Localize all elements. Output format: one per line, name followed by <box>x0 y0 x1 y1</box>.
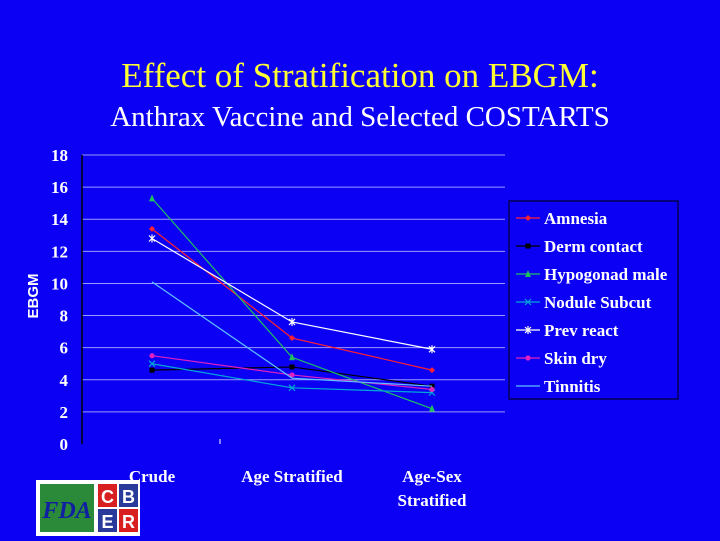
svg-text:R: R <box>122 512 135 532</box>
data-point <box>525 270 531 277</box>
data-point <box>524 326 532 334</box>
y-tick-label: 10 <box>51 274 68 293</box>
legend-label: Prev react <box>544 321 619 340</box>
svg-text:FDA: FDA <box>41 498 91 524</box>
x-tick-label: Age-Sex <box>402 467 462 486</box>
series-lines <box>148 194 436 412</box>
data-point <box>428 345 436 354</box>
series-amnesia <box>149 225 435 374</box>
data-point <box>429 367 435 374</box>
legend-item: Hypogonad male <box>516 265 668 284</box>
y-tick-label: 6 <box>60 339 69 358</box>
slide-subtitle: Anthrax Vaccine and Selected COSTARTS <box>110 101 610 133</box>
legend-item: Amnesia <box>516 209 608 228</box>
data-point <box>429 404 435 412</box>
series-tinnitis <box>151 281 433 387</box>
data-point <box>148 360 156 368</box>
data-point <box>288 384 296 392</box>
data-point <box>149 367 155 373</box>
legend-label: Derm contact <box>544 237 643 256</box>
legend-item: Tinnitis <box>516 377 601 396</box>
y-tick-label: 0 <box>60 435 69 454</box>
data-point <box>289 335 295 342</box>
data-point <box>525 215 531 221</box>
data-point <box>149 225 155 232</box>
legend-label: Tinnitis <box>544 377 601 396</box>
data-point <box>149 194 155 202</box>
y-tick-label: 18 <box>51 146 68 165</box>
data-point <box>289 364 295 370</box>
legend-item: Derm contact <box>516 237 643 256</box>
y-tick-label: 8 <box>60 307 69 326</box>
x-tick-label: Crude <box>129 467 176 486</box>
data-point <box>429 386 435 393</box>
y-tick-label: 14 <box>51 210 69 229</box>
svg-text:E: E <box>101 512 113 532</box>
series-hypogonad-male <box>149 194 435 412</box>
y-tick-label: 4 <box>60 371 69 390</box>
y-tick-label: 2 <box>60 403 69 422</box>
data-point <box>289 353 295 361</box>
svg-text:C: C <box>101 487 114 507</box>
data-point <box>525 243 531 249</box>
legend-item: Nodule Subcut <box>516 293 652 312</box>
x-tick-label: Stratified <box>398 491 467 510</box>
y-axis-label: EBGM <box>25 274 42 319</box>
legend-label: Hypogonad male <box>544 265 668 284</box>
series-nodule-subcut <box>148 360 436 397</box>
series-skin-dry <box>149 353 435 393</box>
svg-text:B: B <box>122 487 135 507</box>
slide-title: Effect of Stratification on EBGM: <box>121 56 599 95</box>
x-tick-label: Age Stratified <box>241 467 343 486</box>
y-tick-label: 12 <box>51 242 68 261</box>
fda-cber-logo: FDA C B E R <box>36 480 140 536</box>
legend-item: Prev react <box>516 321 619 340</box>
series-line <box>151 237 433 350</box>
legend-label: Nodule Subcut <box>544 293 652 312</box>
x-tick-labels: Crude Age Stratified Age-Sex Stratified <box>129 467 467 510</box>
data-point <box>289 372 295 378</box>
series-line <box>151 281 433 387</box>
data-point <box>525 355 531 361</box>
legend: Amnesia Derm contact Hypogonad male Nodule … <box>508 200 679 400</box>
data-point <box>524 298 532 306</box>
data-point <box>149 353 155 359</box>
y-tick-label: 16 <box>51 178 68 197</box>
data-point <box>288 317 296 326</box>
y-tick-labels: 0 2 4 6 8 10 12 14 16 18 <box>51 146 69 454</box>
series-prev-react <box>148 234 436 354</box>
legend-box <box>508 200 679 400</box>
axes <box>81 155 221 444</box>
legend-label: Skin dry <box>544 349 607 368</box>
legend-label: Amnesia <box>544 209 608 228</box>
data-point <box>148 234 156 243</box>
series-line <box>151 228 433 371</box>
legend-item: Skin dry <box>516 349 607 368</box>
gridlines <box>82 154 505 413</box>
